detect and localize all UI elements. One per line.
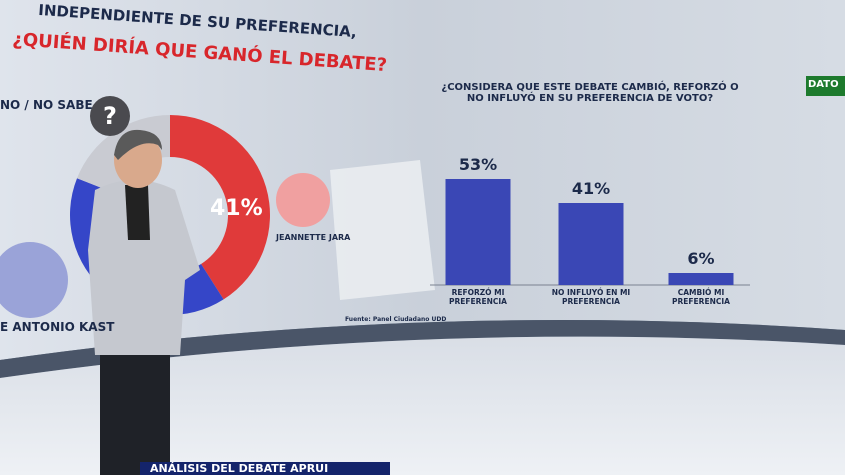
lower-third: ANÁLISIS DEL DEBATE APRUI	[150, 462, 329, 475]
donut-segment	[170, 115, 271, 300]
x-tick-label: REFORZÓ MI PREFERENCIA	[449, 288, 507, 306]
logo-box	[806, 76, 845, 96]
presenter-shirt	[125, 185, 150, 240]
ballot-image	[330, 160, 435, 300]
x-tick-label: CAMBIÓ MI PREFERENCIA	[672, 288, 730, 306]
value-label: 41%	[571, 179, 611, 198]
presenter-hair	[114, 129, 162, 160]
bar	[445, 179, 511, 285]
legend-label: NO / NO SABE	[0, 98, 93, 112]
logo: DATO	[808, 79, 839, 90]
candidate-photo	[0, 242, 68, 318]
question-icon: ?	[90, 96, 130, 136]
screen-edge	[0, 320, 845, 378]
presenter-jacket	[88, 180, 200, 355]
value-label: 41%	[210, 196, 263, 221]
presenter	[88, 129, 200, 475]
floor	[0, 336, 845, 475]
candidate-photo	[276, 173, 330, 227]
lower-third-bar	[140, 462, 390, 475]
source: Fuente: Panel Ciudadano UDD	[345, 316, 447, 323]
bar	[668, 273, 734, 285]
bar	[558, 203, 624, 285]
bar-title: ¿CONSIDERA QUE ESTE DEBATE CAMBIÓ, REFOR…	[441, 82, 739, 104]
legend-label: JEANNETTE JARA	[276, 233, 351, 242]
value-label: 53%	[458, 155, 498, 174]
legend-label: E ANTONIO KAST	[0, 320, 115, 334]
value-label: 6%	[687, 249, 715, 268]
presenter-legs	[100, 350, 170, 475]
x-tick-label: NO INFLUYÓ EN MI PREFERENCIA	[551, 288, 631, 306]
